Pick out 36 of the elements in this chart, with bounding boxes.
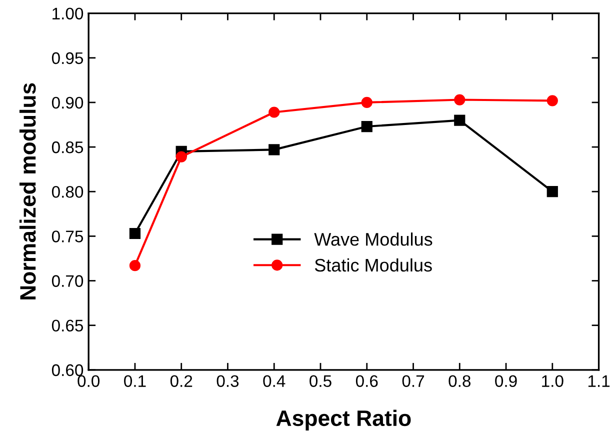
x-tick-label: 0.2 bbox=[170, 375, 192, 388]
x-axis-title: Aspect Ratio bbox=[276, 410, 411, 430]
point bbox=[361, 120, 372, 132]
point bbox=[268, 106, 280, 118]
point bbox=[268, 144, 280, 156]
x-tick-label: 1.1 bbox=[588, 375, 610, 387]
y-axis-title: Normalized modulus bbox=[19, 83, 36, 300]
point bbox=[546, 95, 558, 106]
point bbox=[129, 260, 141, 272]
x-tick-label: 0.4 bbox=[263, 375, 286, 388]
y-tick-label: 0.70 bbox=[52, 275, 84, 287]
y-tick-label: 1.00 bbox=[52, 8, 84, 20]
legend-label: Static Modulus bbox=[314, 258, 432, 272]
point bbox=[176, 151, 187, 162]
y-tick-label: 0.95 bbox=[52, 52, 84, 64]
x-tick-label: 0.0 bbox=[78, 375, 100, 388]
legend-label: Wave Modulus bbox=[314, 232, 432, 246]
y-tick-label: 0.85 bbox=[52, 141, 84, 154]
y-tick-label: 0.90 bbox=[52, 96, 84, 109]
y-tick-label: 0.75 bbox=[52, 230, 84, 242]
x-tick-label: 0.7 bbox=[402, 375, 424, 388]
x-tick-label: 0.6 bbox=[356, 375, 378, 388]
x-tick-label: 0.1 bbox=[124, 375, 146, 388]
point bbox=[129, 228, 141, 240]
x-tick-label: 0.5 bbox=[310, 375, 332, 388]
point bbox=[454, 114, 466, 126]
x-tick-label: 0.8 bbox=[448, 375, 470, 388]
x-tick-label: 0.9 bbox=[495, 375, 517, 388]
point bbox=[454, 94, 466, 106]
x-tick-label: 0.3 bbox=[216, 375, 239, 388]
y-tick-label: 0.80 bbox=[52, 186, 84, 198]
point bbox=[361, 96, 372, 108]
x-tick-label: 1.0 bbox=[542, 375, 564, 388]
y-tick-label: 0.60 bbox=[52, 364, 84, 376]
y-tick-label: 0.65 bbox=[52, 320, 84, 332]
point bbox=[546, 186, 558, 198]
